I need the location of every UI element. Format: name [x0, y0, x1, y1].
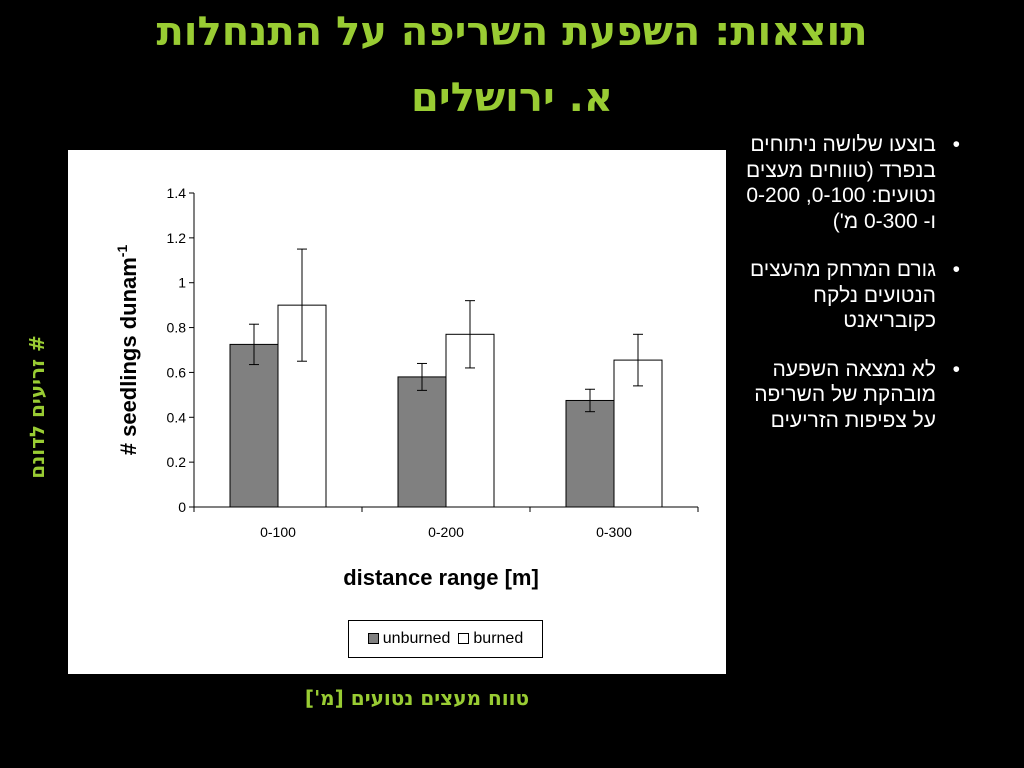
y-tick-label: 1: [178, 275, 186, 291]
legend-label-unburned: unburned: [382, 630, 451, 647]
bar-unburned: [565, 399, 615, 508]
chart-legend: unburned burned: [348, 620, 543, 658]
bar-unburned: [397, 376, 447, 508]
legend-label-burned: burned: [473, 630, 524, 647]
bullet-text: בוצעו שלושה ניתוחים בנפרד (טווחים מעצים …: [746, 133, 936, 233]
y-axis-label: # seedlings dunam-1: [114, 245, 141, 456]
legend-swatch-burned: [458, 633, 470, 645]
bullet-dot: •: [952, 133, 960, 156]
legend-item-burned: burned: [458, 630, 523, 648]
y-tick-label: 0.2: [167, 454, 187, 470]
bullet-item: • בוצעו שלושה ניתוחים בנפרד (טווחים מעצים…: [732, 132, 972, 234]
bullet-item: • גורם המרחק מהעצים הנטועים נלקח כקובריאנ…: [732, 257, 972, 334]
legend-item-unburned: unburned: [367, 630, 451, 648]
x-axis-label-hebrew: טווח מעצים נטועים [מ']: [304, 686, 530, 710]
y-tick-label: 1.2: [167, 230, 187, 246]
x-axis-label: distance range [m]: [343, 565, 539, 590]
x-tick-label: 0-300: [596, 524, 632, 540]
y-axis-label-main: # seedlings dunam: [116, 257, 141, 455]
slide-title-line2: א. ירושלים: [411, 75, 613, 121]
slide-title-line1: תוצאות: השפעת השריפה על התנחלות: [156, 9, 868, 55]
bar-unburned: [229, 343, 279, 508]
x-tick-label: 0-100: [260, 524, 296, 540]
bullet-dot: •: [952, 357, 960, 381]
bullet-text: גורם המרחק מהעצים הנטועים נלקח כקובריאנט: [749, 258, 936, 332]
bullet-text: לא נמצאה השפעה מובהקת של השריפה על צפיפו…: [754, 357, 936, 432]
y-tick-label: 0: [178, 499, 186, 515]
legend-swatch-unburned: [367, 633, 379, 645]
chart-panel: 0 0.2 0.4 0.6 0.8 1 1.2 1.4 0-100 0-200 0-300 dista…: [68, 150, 726, 674]
y-axis-label-superscript: -1: [114, 245, 130, 258]
y-tick-label: 0.4: [167, 409, 187, 425]
y-tick-label: 0.8: [167, 320, 187, 336]
bullet-item: • לא נמצאה השפעה מובהקת של השריפה על צפיפ…: [732, 357, 972, 434]
x-tick-label: 0-200: [428, 524, 464, 540]
bar-chart: 0 0.2 0.4 0.6 0.8 1 1.2 1.4 0-100 0-200 0-300 dista…: [114, 185, 699, 590]
y-axis-label-hebrew: # זריעים לדונם: [25, 335, 49, 479]
bullet-list: • בוצעו שלושה ניתוחים בנפרד (טווחים מעצים…: [732, 132, 972, 456]
bullet-dot: •: [952, 258, 960, 281]
y-tick-label: 0.6: [167, 364, 187, 380]
y-tick-label: 1.4: [167, 185, 187, 201]
